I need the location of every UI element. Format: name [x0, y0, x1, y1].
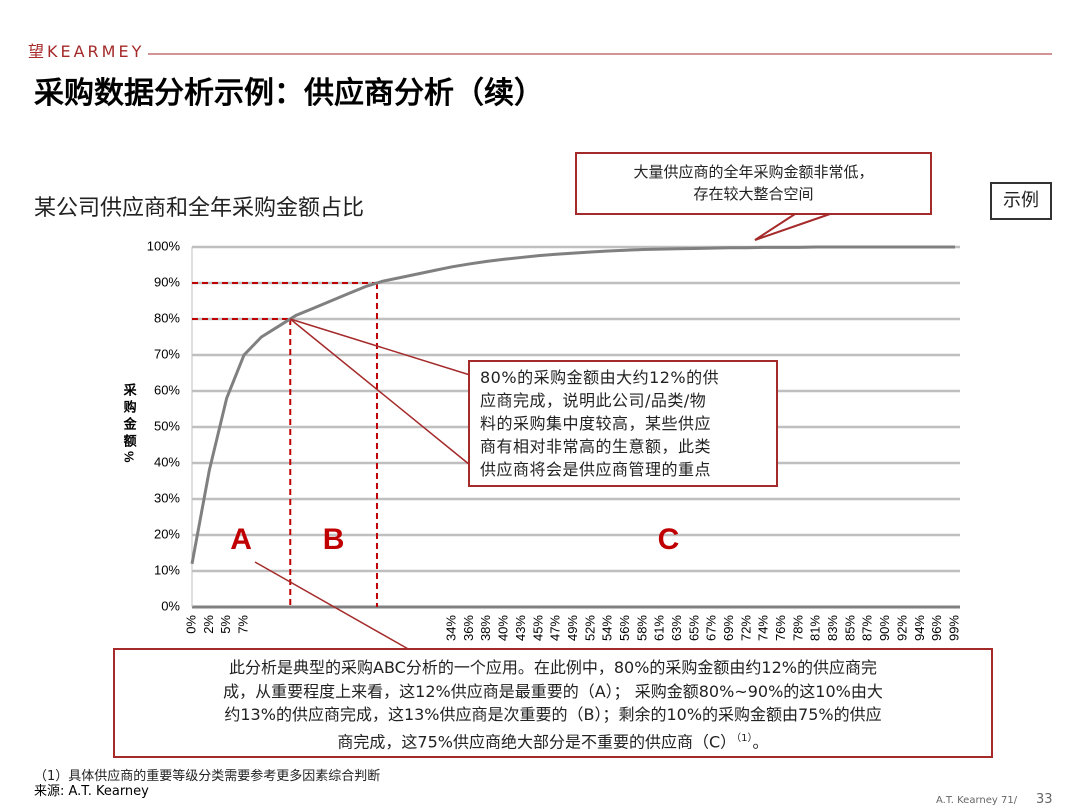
callout-line: 80%的采购金额由大约12%的供 — [480, 368, 720, 387]
x-tick-label: 38% — [478, 615, 493, 641]
y-tick-label: 10% — [154, 562, 180, 577]
x-tick-label: 92% — [894, 615, 909, 641]
x-tick-label: 7% — [235, 615, 250, 634]
callout-line: 成，从重要程度上来看，这12%供应商是最重要的（A）； 采购金额80%~90%的… — [223, 681, 883, 701]
logo: 望KEARMEY — [28, 42, 145, 61]
x-tick-label: 5% — [218, 615, 233, 634]
y-tick-label: 90% — [154, 274, 180, 289]
bottom-pointer — [254, 561, 411, 651]
source: 来源: A.T. Kearney — [34, 784, 149, 799]
callout-line: 商完成，这75%供应商绝大部分是不重要的供应商（C）（1）。 — [115, 727, 991, 754]
y-tick-label: 80% — [154, 310, 180, 325]
y-axis-label: 采购金额% — [122, 382, 138, 466]
x-tick-label: 94% — [912, 615, 927, 641]
middle-pointer — [290, 318, 471, 376]
curve — [190, 245, 955, 565]
x-tick-label: 34% — [444, 615, 459, 641]
x-tick-label: 36% — [461, 615, 476, 641]
x-tick-label: 2% — [201, 615, 216, 634]
callout-line: 存在较大整合空间 — [693, 185, 814, 203]
x-tick-label: 40% — [496, 615, 511, 641]
segment-label: C — [658, 523, 680, 556]
x-tick-label: 49% — [565, 615, 580, 641]
x-tick-label: 78% — [790, 615, 805, 641]
callout-text: 商完成，这75%供应商绝大部分是不重要的供应商（C） — [337, 731, 737, 751]
x-tick-label: 52% — [582, 615, 597, 641]
y-tick-label: 60% — [154, 382, 180, 397]
tag: 示例 — [990, 182, 1052, 220]
x-tick-label: 58% — [634, 615, 649, 641]
y-tick-label: 0% — [161, 598, 180, 613]
y-tick-label: 40% — [154, 454, 180, 469]
callout-line: 大量供应商的全年采购金额非常低， — [633, 163, 874, 181]
x-tick-label: 76% — [773, 615, 788, 641]
title: 采购数据分析示例：供应商分析（续） — [34, 76, 544, 111]
x-tick-label: 87% — [860, 615, 875, 641]
x-tick-label: 83% — [825, 615, 840, 641]
y-tick-label: 50% — [154, 418, 180, 433]
x-tick-label: 74% — [756, 615, 771, 641]
x-tick-label: 43% — [513, 615, 528, 641]
subtitle: 某公司供应商和全年采购金额占比 — [34, 196, 365, 221]
x-tick-label: 72% — [738, 615, 753, 641]
x-tick-label: 63% — [669, 615, 684, 641]
callout-text: 。 — [752, 731, 769, 751]
x-tick-label: 67% — [704, 615, 719, 641]
page-number: 33 — [1036, 792, 1053, 807]
x-tick-label: 96% — [929, 615, 944, 641]
y-tick-label: 70% — [154, 346, 180, 361]
callout-line: 供应商将会是供应商管理的重点 — [480, 460, 712, 479]
x-tick-label: 65% — [686, 615, 701, 641]
x-tick-label: 56% — [617, 615, 632, 641]
callout-line: 商有相对非常高的生意额，此类 — [480, 437, 712, 456]
y-tick-label: 100% — [147, 238, 181, 253]
callout-bottom: 此分析是典型的采购ABC分析的一个应用。在此例中，80%的采购金额由约12%的供… — [113, 648, 993, 758]
x-tick-label: 81% — [808, 615, 823, 641]
segment-label: A — [230, 523, 252, 556]
x-tick-label: 45% — [530, 615, 545, 641]
x-tick-label: 69% — [721, 615, 736, 641]
label-cover — [258, 612, 400, 648]
callout-line: 约13%的供应商完成，这13%供应商是次重要的（B）；剩余的10%的采购金额由7… — [224, 705, 882, 724]
x-tick-label: 85% — [842, 615, 857, 641]
callout-line: 此分析是典型的采购ABC分析的一个应用。在此例中，80%的采购金额由约12%的供… — [229, 658, 877, 677]
y-tick-label: 20% — [154, 526, 180, 541]
footnote: （1）具体供应商的重要等级分类需要参考更多因素综合判断 — [34, 769, 381, 784]
footer-brand: A.T. Kearney 71/ — [936, 795, 1018, 806]
x-tick-label: 99% — [946, 615, 961, 641]
footnote-ref: （1） — [736, 732, 753, 744]
top-pointer — [754, 213, 831, 241]
x-tick-label: 47% — [548, 615, 563, 641]
callout-middle: 80%的采购金额由大约12%的供 应商完成，说明此公司/品类/物 料的采购集中度较高… — [468, 360, 778, 487]
callout-top: 大量供应商的全年采购金额非常低， 存在较大整合空间 — [575, 152, 932, 215]
x-tick-label: 0% — [183, 615, 198, 634]
x-tick-label: 90% — [877, 615, 892, 641]
callout-line: 料的采购集中度较高，某些供应 — [480, 414, 712, 433]
middle-pointer — [289, 318, 471, 466]
callout-line: 应商完成，说明此公司/品类/物 — [480, 391, 707, 410]
segment-label: B — [323, 523, 345, 556]
x-tick-label: 54% — [600, 615, 615, 641]
x-tick-label: 61% — [652, 615, 667, 641]
y-tick-label: 30% — [154, 490, 180, 505]
